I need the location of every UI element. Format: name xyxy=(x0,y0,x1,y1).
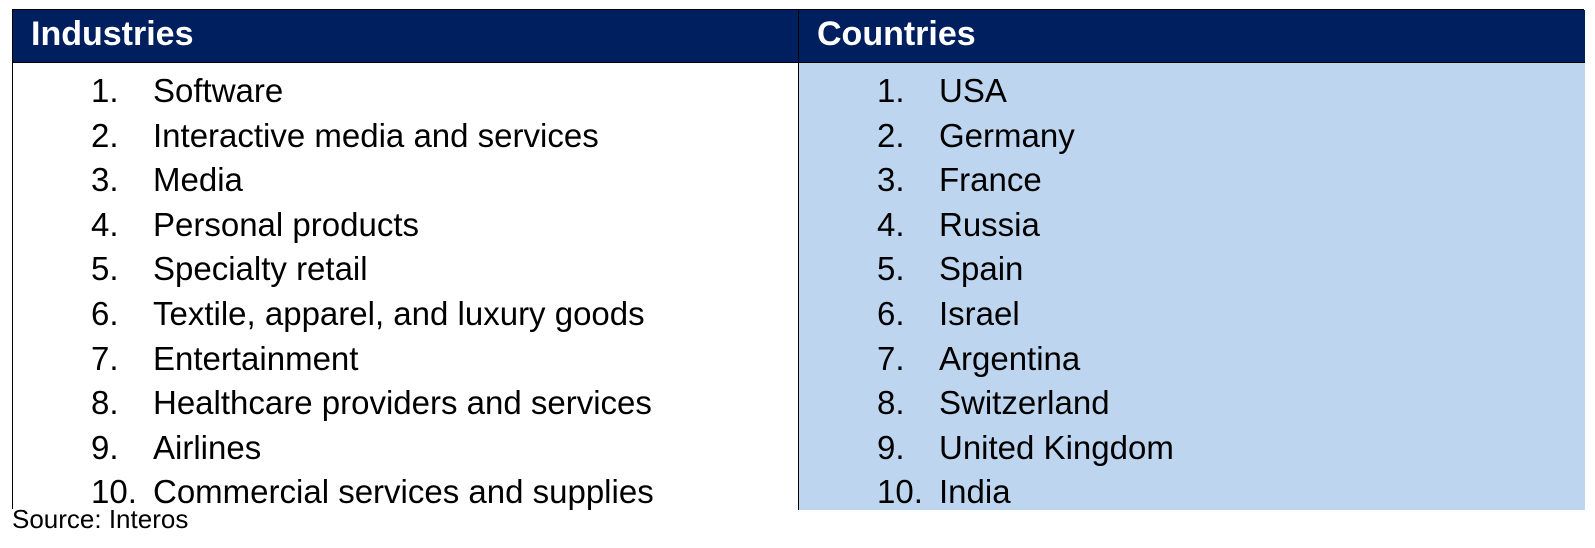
item-number: 8. xyxy=(91,384,119,422)
country-label: USA xyxy=(939,72,1007,109)
industries-list-item: 1. Software xyxy=(13,69,798,114)
industries-list: 1. Software 2. Interactive media and servi… xyxy=(13,69,798,515)
industries-header: Industries xyxy=(13,10,799,63)
industry-label: Textile, apparel, and luxury goods xyxy=(153,294,645,332)
item-number: 3. xyxy=(877,161,905,199)
countries-list-item: 3. France xyxy=(799,158,1585,203)
item-number: 5. xyxy=(877,250,905,288)
countries-list-item: 4. Russia xyxy=(799,203,1585,248)
country-label: France xyxy=(939,161,1042,199)
item-number: 4. xyxy=(91,205,119,243)
item-number: 4. xyxy=(877,205,905,243)
industry-label: Airlines xyxy=(153,428,262,466)
industries-list-item: 10. Commercial services and supplies xyxy=(13,470,798,515)
countries-column: 1. USA 2. Germany 3. France 4. Russia 5. Spai… xyxy=(799,63,1585,510)
ranking-table: Industries Countries 1. Software 2. Intera… xyxy=(12,9,1585,510)
countries-list-item: 10. India xyxy=(799,470,1585,515)
item-number: 7. xyxy=(877,339,905,377)
country-label: India xyxy=(939,473,1011,511)
industries-column: 1. Software 2. Interactive media and servi… xyxy=(13,63,799,510)
industries-list-item: 2. Interactive media and services xyxy=(13,114,798,159)
industries-list-item: 3. Media xyxy=(13,158,798,203)
item-number: 6. xyxy=(91,294,119,332)
countries-list-item: 9. United Kingdom xyxy=(799,426,1585,471)
country-label: Argentina xyxy=(939,339,1081,377)
industries-list-item: 4. Personal products xyxy=(13,203,798,248)
countries-list-item: 2. Germany xyxy=(799,114,1585,159)
industries-list-item: 9. Airlines xyxy=(13,426,798,471)
item-number: 6. xyxy=(877,294,905,332)
item-number: 9. xyxy=(877,428,905,466)
item-number: 9. xyxy=(91,428,119,466)
item-number: 2. xyxy=(877,116,905,154)
countries-list-item: 7. Argentina xyxy=(799,337,1585,382)
industry-label: Specialty retail xyxy=(153,250,368,288)
industry-label: Media xyxy=(153,161,243,199)
country-label: Israel xyxy=(939,294,1020,332)
industry-label: Entertainment xyxy=(153,339,359,377)
industry-label: Interactive media and services xyxy=(153,116,599,154)
country-label: Russia xyxy=(939,205,1040,243)
industries-list-item: 7. Entertainment xyxy=(13,337,798,382)
countries-list-item: 1. USA xyxy=(799,69,1585,114)
industry-label: Software xyxy=(153,72,284,109)
industry-label: Commercial services and supplies xyxy=(153,473,654,511)
item-number: 5. xyxy=(91,250,119,288)
countries-list-item: 6. Israel xyxy=(799,292,1585,337)
industry-label: Healthcare providers and services xyxy=(153,384,652,422)
item-number: 1. xyxy=(91,72,119,109)
country-label: Germany xyxy=(939,116,1075,154)
countries-header: Countries xyxy=(799,10,1585,63)
industry-label: Personal products xyxy=(153,205,419,243)
country-label: Spain xyxy=(939,250,1024,288)
countries-list-item: 8. Switzerland xyxy=(799,381,1585,426)
countries-list-item: 5. Spain xyxy=(799,247,1585,292)
item-number: 8. xyxy=(877,384,905,422)
item-number: 1. xyxy=(877,72,905,109)
item-number: 10. xyxy=(91,473,137,511)
countries-list: 1. USA 2. Germany 3. France 4. Russia 5. Spai… xyxy=(799,69,1585,515)
industries-list-item: 8. Healthcare providers and services xyxy=(13,381,798,426)
item-number: 3. xyxy=(91,161,119,199)
country-label: United Kingdom xyxy=(939,428,1174,466)
industries-list-item: 5. Specialty retail xyxy=(13,247,798,292)
country-label: Switzerland xyxy=(939,384,1110,422)
item-number: 2. xyxy=(91,116,119,154)
item-number: 7. xyxy=(91,339,119,377)
item-number: 10. xyxy=(877,473,923,511)
industries-list-item: 6. Textile, apparel, and luxury goods xyxy=(13,292,798,337)
source-note: Source: Interos xyxy=(12,504,189,534)
